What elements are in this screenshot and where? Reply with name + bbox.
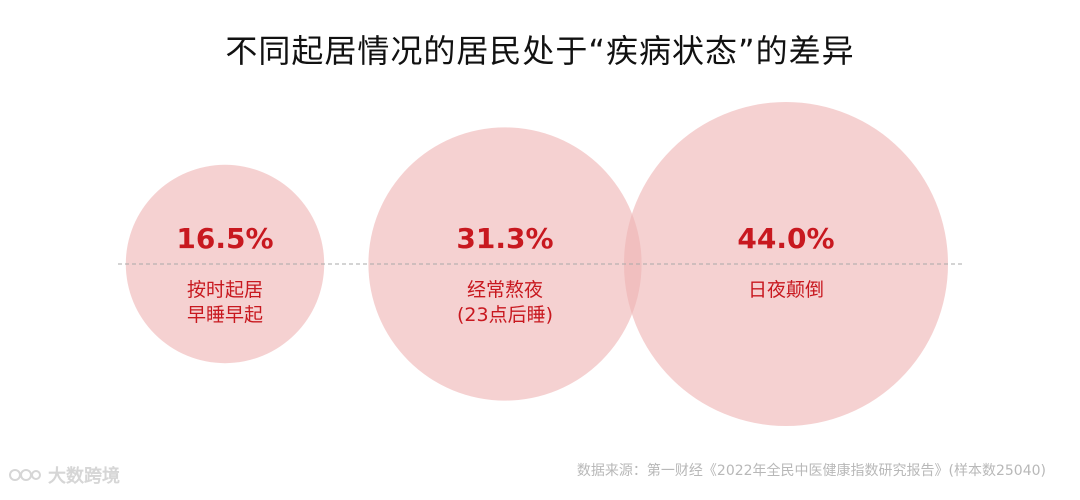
bubble-category-label-1-2: 早睡早起: [187, 304, 263, 326]
watermark-logo-icon: [9, 469, 41, 481]
source-note: 数据来源：第一财经《2022年全民中医健康指数研究报告》(样本数25040): [576, 463, 1046, 479]
bubble-category-label-3-1: 日夜颠倒: [748, 279, 824, 301]
watermark: 大数跨境: [8, 462, 120, 488]
bubbles-layer: [125, 102, 948, 426]
bubble-category-label-2-2: (23点后睡): [457, 304, 553, 326]
bubble-value-label-1: 16.5%: [176, 222, 273, 255]
bubble-value-label-3: 44.0%: [737, 222, 834, 255]
watermark-text: 大数跨境: [48, 466, 120, 487]
chart-title: 不同起居情况的居民处于“疾病状态”的差异: [225, 32, 855, 70]
bubble-category-label-2-1: 经常熬夜: [467, 279, 543, 301]
bubble-value-label-2: 31.3%: [456, 222, 553, 255]
bubble-category-label-1-1: 按时起居: [187, 279, 263, 301]
